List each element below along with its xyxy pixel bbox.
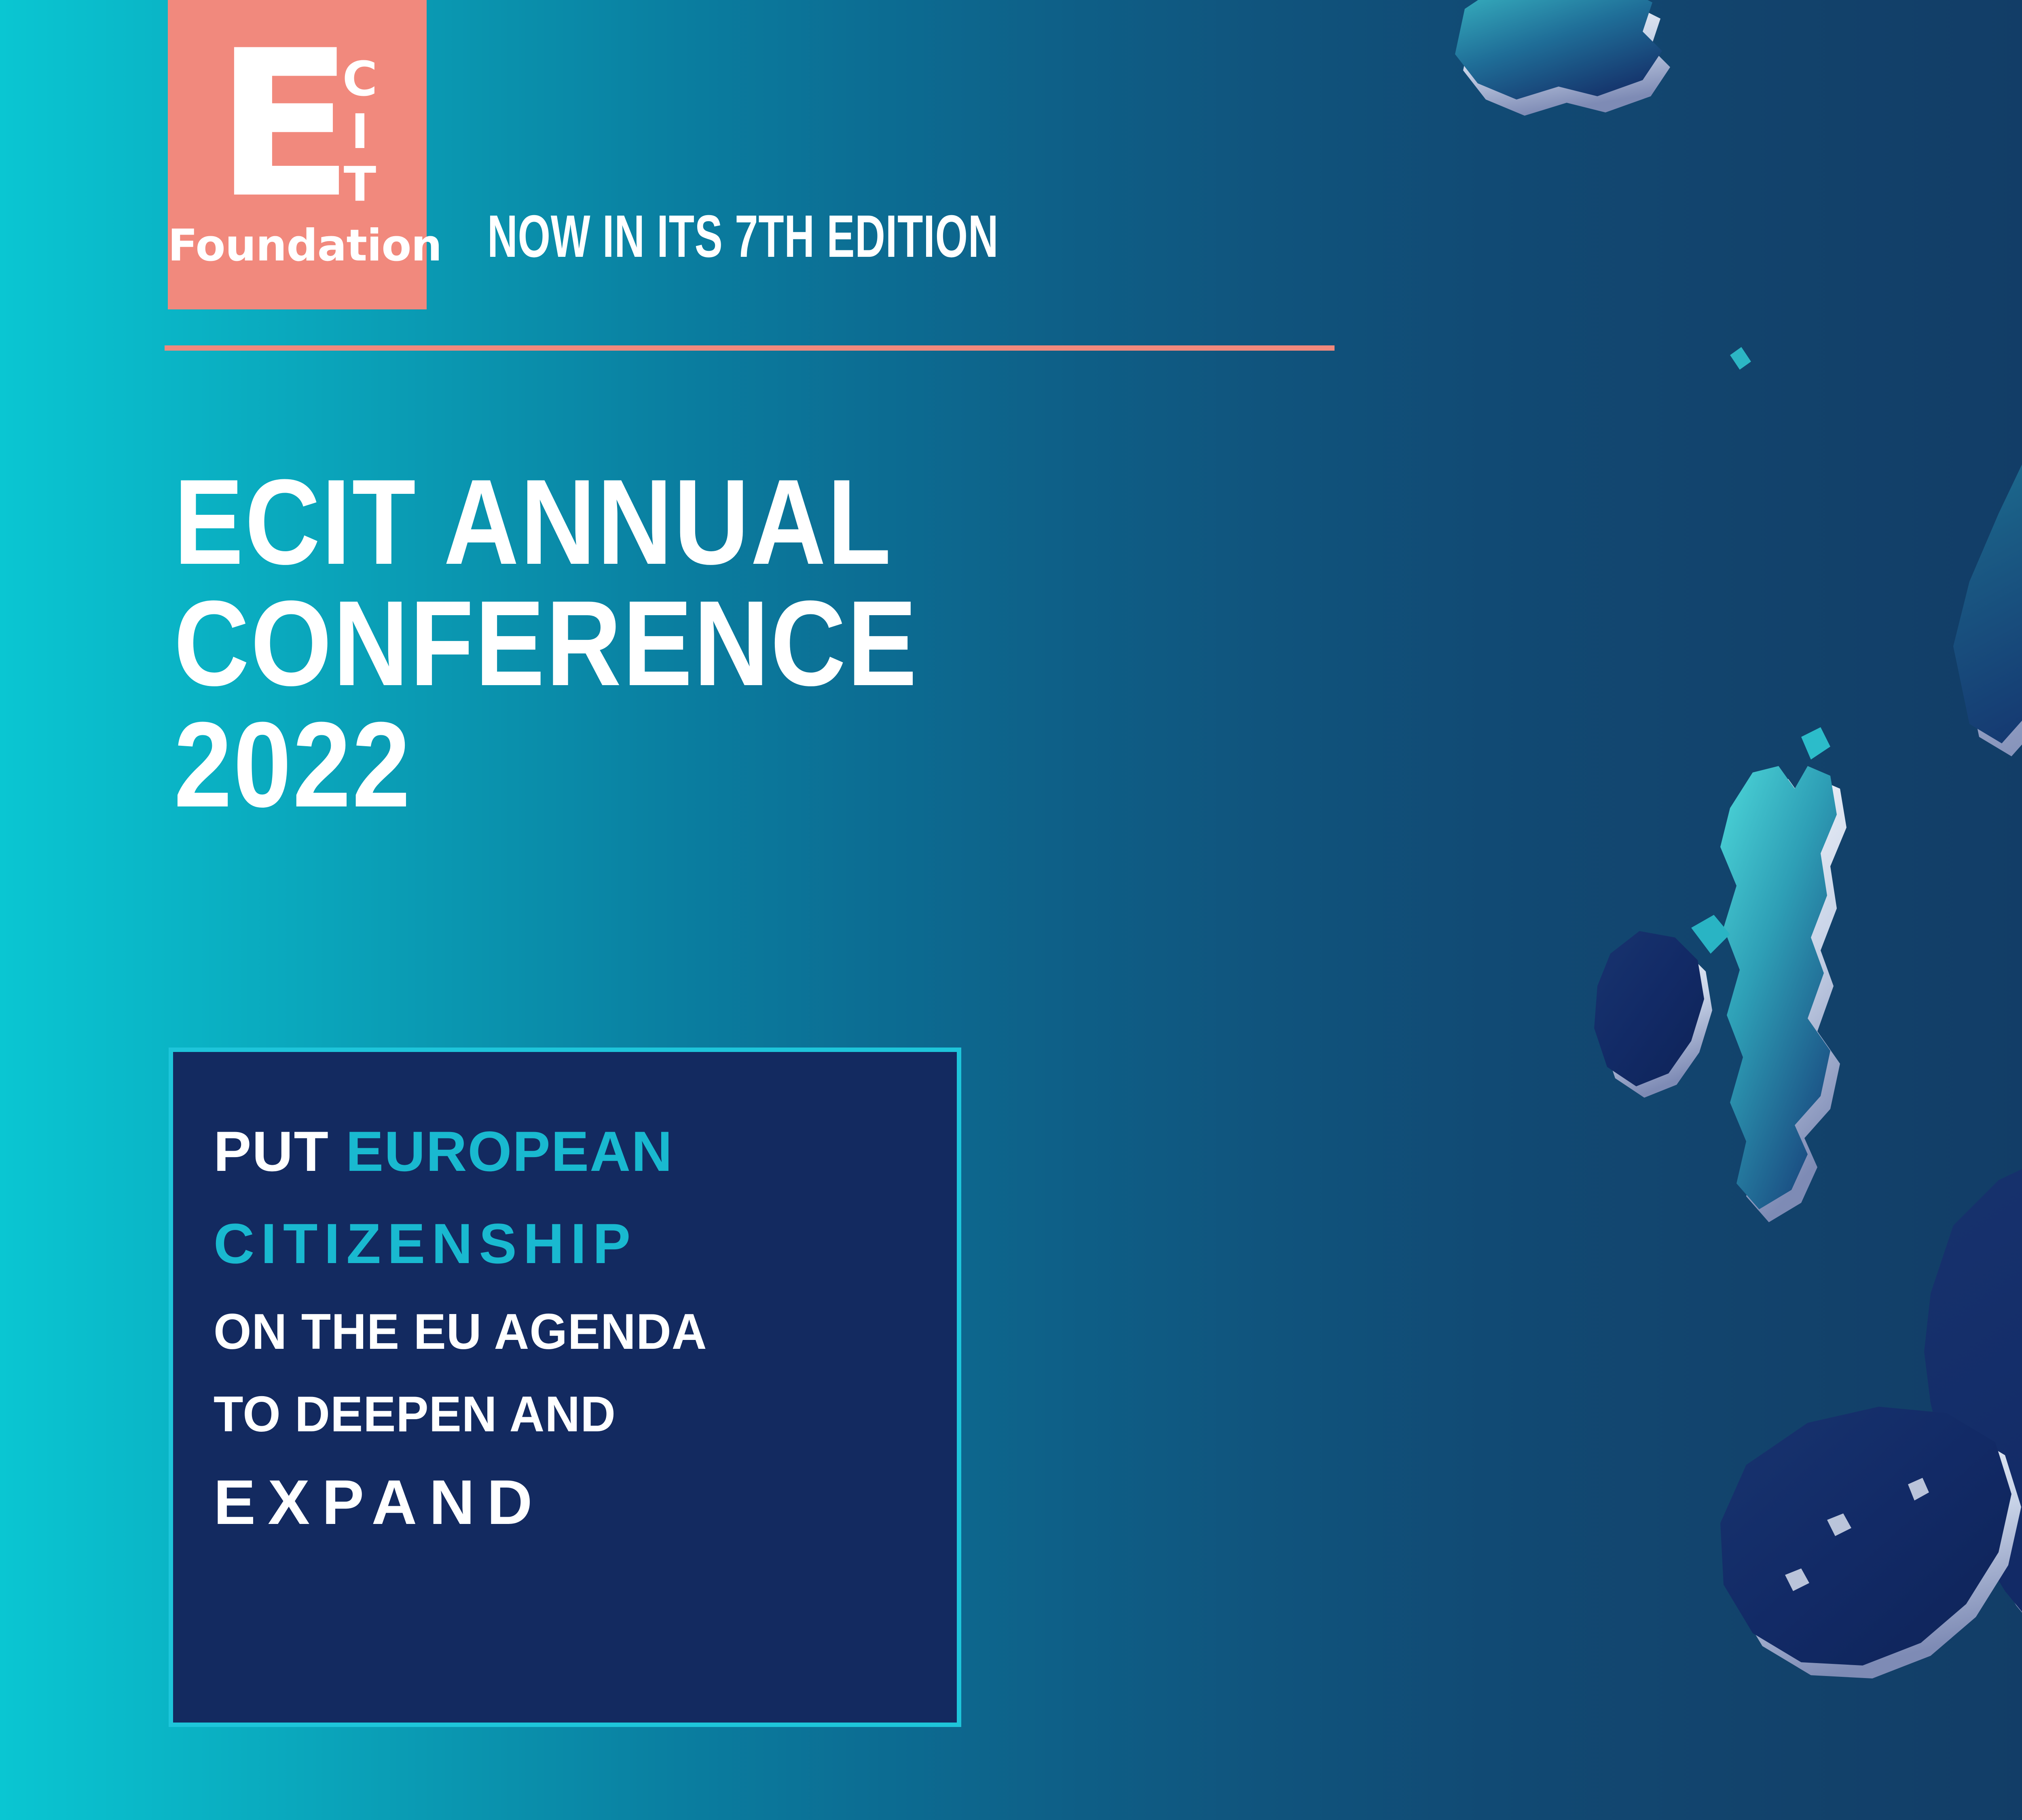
ecit-foundation-logo[interactable]: E C I T Foundation: [168, 0, 442, 309]
tagline-box: PUT EUROPEAN CITIZENSHIP ON THE EU AGEND…: [169, 1048, 961, 1727]
edition-kicker: NOW IN ITS 7TH EDITION: [487, 203, 999, 270]
tagline-european: EUROPEAN: [345, 1120, 673, 1183]
tagline-inner: PUT EUROPEAN CITIZENSHIP ON THE EU AGEND…: [214, 1119, 941, 1539]
tagline-line-4: TO DEEPEN AND: [214, 1386, 616, 1442]
headline-line-1: ECIT ANNUAL: [174, 454, 893, 590]
logo-foundation-word: Foundation: [168, 220, 442, 271]
left-content-column: E C I T Foundation NOW IN ITS 7TH EDITIO…: [165, 0, 1337, 1727]
logo-cit-letter-c: C: [342, 51, 378, 107]
coral-divider-rule: [165, 345, 1335, 351]
tagline-put: PUT: [214, 1120, 346, 1183]
logo-e-mark: E: [216, 7, 354, 242]
logo-inner: E C I T Foundation: [168, 0, 442, 309]
headline-line-3: 2022: [174, 696, 412, 832]
logo-row: E C I T Foundation NOW IN ITS 7TH EDITIO…: [168, 0, 1337, 311]
tagline-line-2: CITIZENSHIP: [214, 1212, 637, 1275]
headline-line-2: CONFERENCE: [174, 575, 918, 711]
tagline-line-1: PUT EUROPEAN: [214, 1119, 941, 1184]
logo-cit-letter-t: T: [343, 156, 376, 212]
tagline-line-5: EXPAND: [214, 1467, 545, 1538]
page-title: ECIT ANNUAL CONFERENCE 2022: [174, 461, 1182, 825]
logo-cit-letter-i: I: [351, 104, 369, 159]
logo-cit-stack: C I T: [330, 53, 390, 210]
tagline-line-3: ON THE EU AGENDA: [214, 1304, 707, 1360]
